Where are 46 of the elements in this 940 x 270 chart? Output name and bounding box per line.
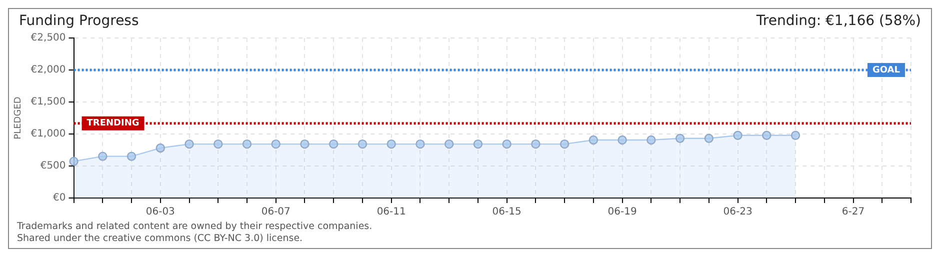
point	[531, 139, 540, 149]
x-tick-label: 06-11	[376, 206, 406, 218]
x-tick-label: 06-07	[261, 206, 290, 218]
ref-line-label: GOAL	[872, 65, 900, 76]
text: Trademarks and related content are owned by their respective companies.	[17, 221, 374, 233]
point	[560, 139, 570, 149]
chart-subtitle: Trending: €1,166 (58%)	[756, 13, 921, 29]
x-tick-label: 06-19	[608, 206, 637, 218]
point	[502, 139, 512, 149]
y-tick-label: €0	[53, 192, 66, 204]
point	[646, 135, 656, 145]
y-tick-label: €2,000	[30, 64, 66, 76]
y-axis-title: PLEDGED	[14, 96, 24, 140]
point	[733, 130, 742, 140]
chart-title: Funding Progress	[19, 13, 139, 29]
point	[156, 143, 165, 153]
x-tick-label: 06-23	[723, 206, 752, 218]
point	[675, 134, 685, 143]
point	[762, 130, 772, 140]
text: Shared under the creative commons (CC BY-NC 3.0) license.	[17, 233, 304, 245]
point	[329, 139, 338, 149]
point	[271, 139, 280, 149]
point	[242, 139, 252, 149]
point	[358, 139, 368, 149]
point	[416, 139, 425, 149]
point	[386, 139, 396, 149]
ref-line-label: TRENDING	[86, 118, 140, 129]
point	[300, 139, 310, 149]
x-tick-label: 06-15	[492, 206, 522, 218]
y-tick-label: €500	[40, 160, 66, 172]
point	[69, 156, 78, 166]
point	[588, 135, 598, 145]
point	[473, 139, 483, 149]
point	[704, 134, 714, 143]
y-tick-label: €1,500	[30, 96, 66, 108]
point	[98, 152, 108, 161]
point	[444, 139, 454, 149]
point	[214, 139, 223, 149]
point	[790, 130, 800, 140]
point	[618, 135, 627, 145]
x-tick-label: 6-27	[842, 206, 865, 218]
y-tick-label: €1,000	[30, 128, 66, 140]
y-tick-label: €2,500	[30, 32, 66, 44]
x-tick-label: 06-03	[146, 206, 175, 218]
point	[126, 152, 136, 161]
point	[184, 139, 194, 149]
